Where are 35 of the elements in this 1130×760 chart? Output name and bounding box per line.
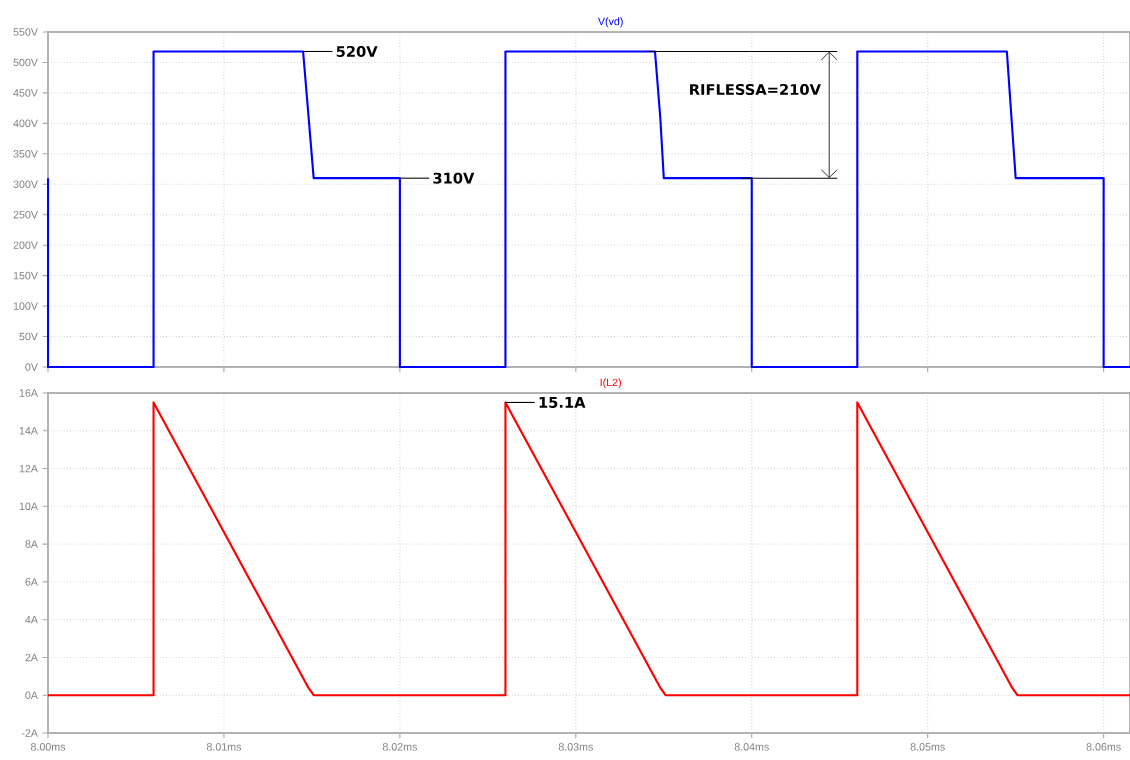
- y-tick-label: 0A: [25, 691, 38, 699]
- x-tick-label: 8.00ms: [30, 743, 66, 751]
- y-tick-label: 8A: [25, 540, 38, 548]
- y-tick-label: 2A: [25, 653, 38, 662]
- y-tick-label: 4A: [25, 616, 38, 624]
- text: V(vd): [597, 17, 623, 28]
- x-tick-label: 8.05ms: [910, 743, 945, 751]
- annotation: 15.1A: [539, 397, 586, 408]
- x-tick-label: 8.01ms: [206, 743, 242, 751]
- y-tick-label: 0V: [25, 363, 38, 371]
- y-tick-label: 150V: [13, 271, 38, 280]
- y-tick-label: -2A: [21, 729, 38, 737]
- y-tick-label: 450V: [13, 89, 38, 97]
- y-tick-label: 500V: [13, 58, 38, 67]
- annotation: 310V: [433, 172, 475, 184]
- y-tick-label: 16A: [19, 389, 38, 397]
- y-tick-label: 400V: [13, 119, 38, 128]
- x-tick-label: 8.02ms: [382, 743, 417, 751]
- y-tick-label: 50V: [19, 332, 38, 341]
- x-tick-label: 8.03ms: [558, 743, 593, 751]
- y-tick-label: 100V: [13, 302, 38, 310]
- y-tick-label: 10A: [19, 502, 38, 511]
- text: I(L2): [600, 378, 621, 389]
- y-tick-label: 14A: [19, 427, 38, 435]
- y-tick-label: 12A: [19, 464, 38, 473]
- y-tick-label: 250V: [13, 210, 38, 219]
- annotation: 520V: [336, 45, 378, 58]
- y-tick-label: 300V: [13, 180, 38, 189]
- y-tick-label: 350V: [13, 150, 38, 158]
- y-tick-label: 6A: [25, 578, 38, 586]
- annotation: RIFLESSA=210V: [690, 83, 821, 96]
- y-tick-label: 200V: [13, 241, 38, 249]
- x-tick-label: 8.06ms: [1086, 743, 1121, 751]
- x-tick-label: 8.04ms: [734, 743, 769, 751]
- y-tick-label: 550V: [13, 28, 38, 36]
